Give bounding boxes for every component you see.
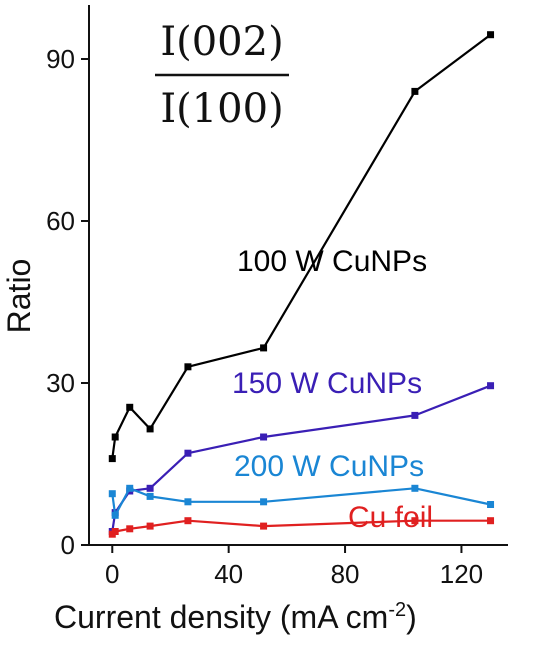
data-point-cu-foil <box>260 522 268 530</box>
series-200-w-cunps <box>108 484 495 519</box>
data-point-100-w-cunps <box>411 87 419 95</box>
y-tick-label: 30 <box>46 368 75 398</box>
data-point-100-w-cunps <box>487 31 495 39</box>
series-label-200w: 200 W CuNPs <box>234 450 424 483</box>
x-tick-label: 0 <box>105 559 119 589</box>
data-point-cu-foil <box>146 522 154 530</box>
data-point-150-w-cunps <box>411 411 419 419</box>
data-point-150-w-cunps <box>487 382 495 390</box>
y-axis-title: Ratio <box>1 259 37 334</box>
data-point-cu-foil <box>487 517 495 525</box>
data-point-200-w-cunps <box>108 490 116 498</box>
data-point-100-w-cunps <box>111 433 119 441</box>
x-axis-title-end: ) <box>406 599 417 635</box>
data-point-200-w-cunps <box>126 484 134 492</box>
data-point-100-w-cunps <box>184 363 192 371</box>
data-point-100-w-cunps <box>260 344 268 352</box>
series-line-200-w-cunps <box>111 487 491 517</box>
data-point-150-w-cunps <box>184 449 192 457</box>
x-tick-label: 40 <box>214 559 243 589</box>
data-point-200-w-cunps <box>146 492 154 500</box>
data-point-200-w-cunps <box>487 501 495 508</box>
data-point-cu-foil <box>126 525 134 533</box>
series-line-100-w-cunps <box>111 33 492 459</box>
series-label-cu-foil: Cu foil <box>348 501 433 534</box>
data-point-200-w-cunps <box>411 484 419 492</box>
data-point-100-w-cunps <box>108 455 116 463</box>
formula-numerator: I(002) <box>160 19 283 65</box>
y-tick-label: 0 <box>61 530 75 560</box>
data-point-cu-foil <box>184 517 192 525</box>
series-label-100w: 100 W CuNPs <box>237 245 427 278</box>
x-axis-title-main: Current density (mA cm <box>54 599 388 635</box>
data-point-200-w-cunps <box>184 498 192 506</box>
data-point-cu-foil <box>111 528 119 535</box>
series-cu-foil <box>108 517 495 538</box>
series-line-cu-foil <box>111 519 491 536</box>
data-point-200-w-cunps <box>111 511 119 519</box>
y-tick-label: 90 <box>46 44 75 74</box>
x-tick-label: 80 <box>331 559 360 589</box>
series-layer <box>108 31 495 538</box>
series-100-w-cunps <box>108 31 495 463</box>
data-point-100-w-cunps <box>146 425 154 433</box>
data-point-100-w-cunps <box>126 403 134 411</box>
axis-ticks: 0 40 80 120 0 30 60 90 <box>46 44 483 589</box>
data-point-150-w-cunps <box>146 484 154 492</box>
x-axis-title-superscript: -2 <box>388 599 406 621</box>
x-tick-label: 120 <box>440 559 483 589</box>
y-tick-label: 60 <box>46 206 75 236</box>
data-point-cu-foil <box>411 517 419 525</box>
x-axis-title: Current density (mA cm-2) <box>54 599 417 635</box>
data-point-200-w-cunps <box>260 498 268 506</box>
data-point-150-w-cunps <box>260 433 268 441</box>
formula-denominator: I(100) <box>160 86 283 132</box>
series-label-150w: 150 W CuNPs <box>232 367 422 400</box>
